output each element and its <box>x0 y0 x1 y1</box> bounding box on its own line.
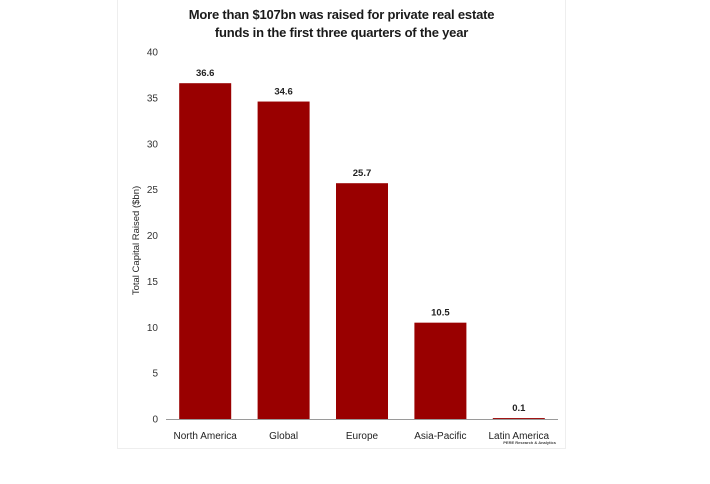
data-label: 10.5 <box>431 308 450 319</box>
data-label: 0.1 <box>512 403 526 414</box>
x-category-label: North America <box>174 431 238 442</box>
y-tick-label: 40 <box>147 48 159 59</box>
bar <box>336 183 388 419</box>
y-tick-label: 35 <box>147 93 159 104</box>
x-category-label: Asia-Pacific <box>414 431 466 442</box>
bar <box>414 322 467 419</box>
bar <box>257 101 310 420</box>
chart-title-line-1: More than $107bn was raised for private … <box>188 7 495 22</box>
chart-panel: More than $107bn was raised for private … <box>118 0 565 448</box>
bar-chart: 0 5 10 15 20 25 30 35 40 Total Capital Raised ($b… <box>131 48 558 445</box>
y-axis-title: Total Capital Raised ($bn) <box>131 186 142 295</box>
x-category-label: Global <box>269 431 298 442</box>
data-label: 36.6 <box>196 68 215 79</box>
y-tick-label: 20 <box>147 231 159 242</box>
chart-title: More than $107bn was raised for private … <box>118 6 565 42</box>
data-label: 25.7 <box>353 168 372 179</box>
y-tick-label: 0 <box>152 415 158 426</box>
y-tick-label: 10 <box>147 323 159 334</box>
bar <box>179 83 232 419</box>
x-category-label: Europe <box>346 431 379 442</box>
y-tick-label: 5 <box>152 369 158 380</box>
y-tick-label: 25 <box>147 185 159 196</box>
source-note: PERE Research & Analytics <box>503 440 557 445</box>
chart-title-line-2: funds in the first three quarters of the… <box>214 25 469 40</box>
y-tick-label: 30 <box>147 139 159 150</box>
y-tick-label: 15 <box>147 277 159 288</box>
data-label: 34.6 <box>274 87 293 98</box>
x-category-label: Latin America <box>489 431 550 442</box>
bar <box>492 418 545 419</box>
